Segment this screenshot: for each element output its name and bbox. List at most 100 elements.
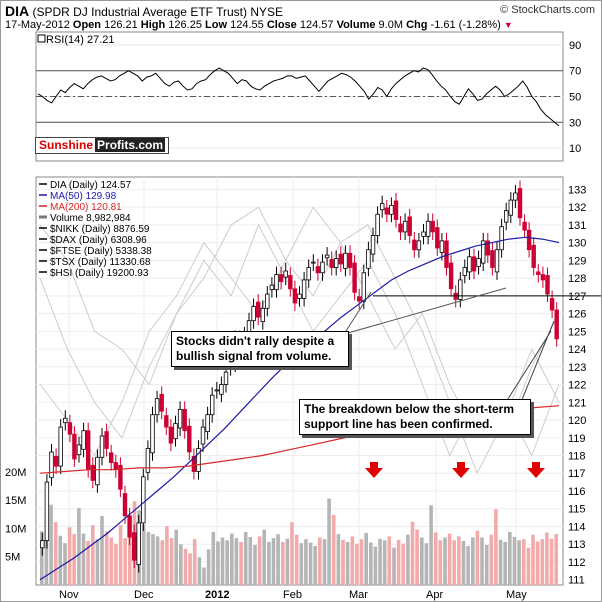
candle-body bbox=[297, 293, 302, 299]
rsi-tick-label: 10 bbox=[569, 143, 581, 155]
volume-bar bbox=[429, 505, 433, 585]
volume-bar bbox=[526, 547, 531, 585]
volume-bar bbox=[44, 517, 49, 585]
candle-body bbox=[113, 462, 118, 471]
candle-body bbox=[338, 253, 343, 265]
candle-body bbox=[58, 426, 63, 467]
candle-body bbox=[177, 408, 183, 429]
volume-bar bbox=[331, 514, 336, 585]
candle-body bbox=[122, 493, 128, 517]
volume-bar bbox=[294, 534, 299, 585]
candle-body bbox=[76, 444, 82, 456]
candle-body bbox=[531, 244, 536, 268]
volume-bar bbox=[169, 538, 174, 585]
price-tick-label: 124 bbox=[568, 344, 586, 356]
volume-bar bbox=[410, 521, 415, 585]
price-tick-label: 128 bbox=[568, 273, 586, 285]
volume-tick-label: 15M bbox=[5, 495, 26, 507]
volume-bar bbox=[382, 540, 387, 585]
candle-body bbox=[187, 425, 192, 453]
candle-body bbox=[90, 464, 95, 481]
volume-bar bbox=[406, 534, 410, 585]
volume-bar bbox=[318, 537, 322, 585]
legend-entry: $TSX (Daily) 11330.68 bbox=[50, 257, 151, 268]
volume-bar bbox=[271, 538, 276, 585]
volume-bar bbox=[420, 537, 424, 585]
candle-body bbox=[480, 240, 486, 264]
volume-bar bbox=[489, 534, 494, 585]
volume-bar bbox=[290, 522, 294, 585]
volume-bar bbox=[392, 547, 396, 585]
candle-body bbox=[370, 235, 376, 255]
candle-body bbox=[283, 270, 288, 278]
low-value: 124.55 bbox=[230, 19, 264, 31]
close-label: Close bbox=[266, 19, 297, 31]
volume-tick-label: 10M bbox=[5, 523, 26, 535]
legend-entry: $HSI (Daily) 19200.93 bbox=[50, 268, 149, 279]
volume-bar bbox=[81, 533, 86, 585]
legend-entry: MA(200) 120.81 bbox=[50, 202, 122, 213]
close-value: 124.57 bbox=[299, 19, 334, 31]
ticker-name: (SPDR DJ Industrial Average ETF Trust) bbox=[32, 5, 247, 19]
volume-bar bbox=[183, 548, 188, 585]
candle-body bbox=[416, 240, 422, 251]
volume-bar bbox=[243, 531, 248, 585]
volume-bar bbox=[359, 539, 364, 585]
volume-bar bbox=[322, 539, 327, 585]
quote-line: 17-May-2012 Open 126.21 High 126.25 Low … bbox=[5, 19, 513, 31]
candle-body bbox=[361, 272, 366, 302]
candle-body bbox=[109, 452, 114, 463]
volume-bar bbox=[128, 519, 132, 585]
candle-body bbox=[545, 275, 550, 295]
candle-body bbox=[549, 298, 555, 311]
volume-bar bbox=[197, 557, 202, 585]
price-tick-label: 115 bbox=[568, 504, 586, 516]
price-tick-label: 129 bbox=[568, 255, 586, 267]
volume-bar bbox=[313, 546, 317, 585]
volume-bar bbox=[91, 525, 95, 585]
candle-body bbox=[320, 261, 325, 274]
rsi-tick-label: 70 bbox=[569, 66, 581, 78]
candle-body bbox=[168, 426, 174, 444]
price-tick-label: 111 bbox=[568, 575, 585, 587]
candle-body bbox=[278, 274, 284, 283]
candle-body bbox=[522, 221, 527, 231]
candle-body bbox=[255, 301, 261, 318]
candle-body bbox=[86, 430, 91, 471]
candle-body bbox=[67, 422, 73, 435]
volume-bar bbox=[67, 527, 72, 585]
candle-body bbox=[462, 267, 467, 276]
candle-body bbox=[352, 262, 357, 293]
volume-bar bbox=[396, 539, 401, 585]
volume-bar bbox=[457, 536, 461, 585]
candle-body bbox=[402, 220, 408, 233]
price-tick-label: 117 bbox=[568, 468, 586, 480]
rsi-icon bbox=[37, 34, 46, 43]
volume-note-callout: Stocks didn't rally despite a bullish si… bbox=[171, 331, 349, 367]
breakdown-note-text: The breakdown below the short-term suppo… bbox=[304, 402, 515, 431]
price-tick-label: 125 bbox=[568, 326, 586, 338]
volume-tick-label: 20M bbox=[5, 467, 26, 479]
volume-note-pointer bbox=[340, 287, 507, 336]
candle-body bbox=[526, 229, 532, 251]
candle-body bbox=[173, 423, 178, 440]
volume-spike-arrow bbox=[452, 462, 470, 478]
candle-body bbox=[540, 274, 546, 281]
candle-body bbox=[421, 231, 426, 237]
price-tick-label: 123 bbox=[568, 362, 586, 374]
logo-part-sunshine: Sunshine bbox=[39, 138, 94, 152]
volume-note-text: Stocks didn't rally despite a bullish si… bbox=[176, 334, 335, 363]
volume-bar bbox=[230, 533, 234, 585]
volume-bar bbox=[299, 543, 304, 585]
volume-bar bbox=[257, 536, 262, 585]
volume-spike-arrow bbox=[365, 462, 383, 478]
volume-bar bbox=[216, 541, 220, 585]
volume-bar bbox=[123, 538, 127, 585]
legend-entry: Volume 8,982,984 bbox=[50, 213, 131, 224]
candle-body bbox=[200, 426, 206, 445]
candle-body bbox=[503, 210, 509, 223]
volume-bar bbox=[355, 543, 359, 585]
copyright: © StockCharts.com bbox=[500, 4, 595, 16]
chg-label: Chg bbox=[406, 19, 428, 31]
